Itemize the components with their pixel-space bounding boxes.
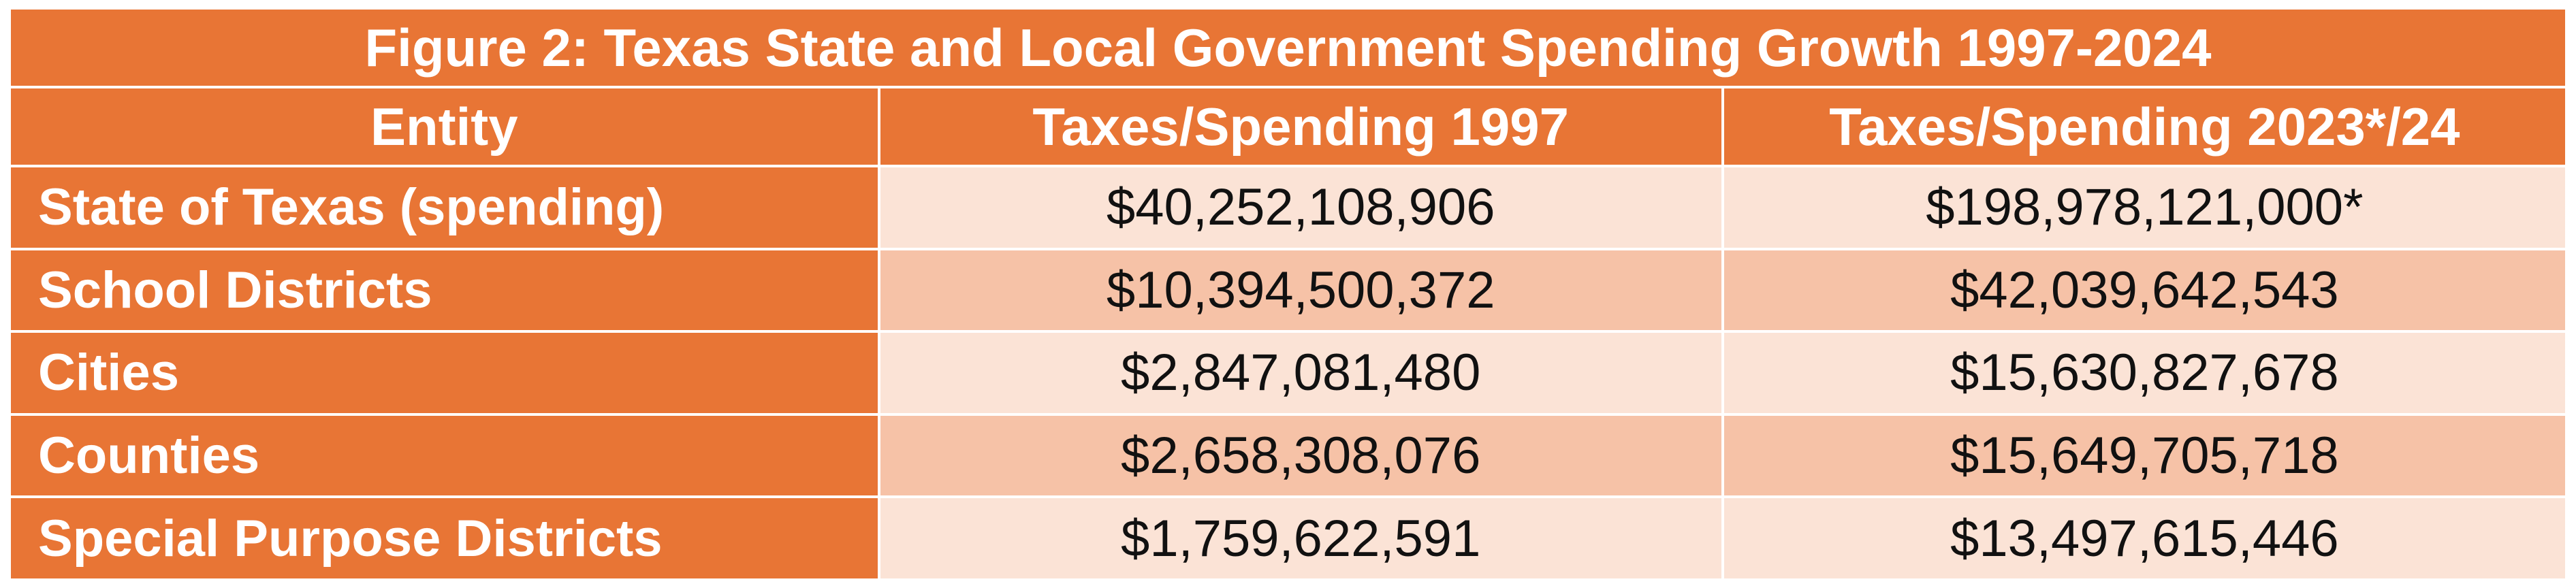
title-row: Figure 2: Texas State and Local Governme… bbox=[11, 10, 2565, 86]
entity-cell: Cities bbox=[11, 333, 878, 413]
column-header-entity: Entity bbox=[11, 88, 878, 165]
entity-cell: State of Texas (spending) bbox=[11, 167, 878, 248]
column-header-1997: Taxes/Spending 1997 bbox=[880, 88, 1721, 165]
value-2024-cell: $15,649,705,718 bbox=[1723, 415, 2565, 496]
entity-cell: Counties bbox=[11, 415, 878, 496]
entity-cell: Special Purpose Districts bbox=[11, 498, 878, 578]
value-1997-cell: $40,252,108,906 bbox=[880, 167, 1721, 248]
table-row: Counties $2,658,308,076 $15,649,705,718 bbox=[11, 415, 2565, 496]
column-header-2024: Taxes/Spending 2023*/24 bbox=[1723, 88, 2565, 165]
value-2024-cell: $15,630,827,678 bbox=[1723, 333, 2565, 413]
spending-growth-table: Figure 2: Texas State and Local Governme… bbox=[8, 7, 2568, 581]
value-1997-cell: $1,759,622,591 bbox=[880, 498, 1721, 578]
table-row: Cities $2,847,081,480 $15,630,827,678 bbox=[11, 333, 2565, 413]
value-2024-cell: $13,497,615,446 bbox=[1723, 498, 2565, 578]
table-row: School Districts $10,394,500,372 $42,039… bbox=[11, 250, 2565, 331]
value-1997-cell: $10,394,500,372 bbox=[880, 250, 1721, 331]
header-row: Entity Taxes/Spending 1997 Taxes/Spendin… bbox=[11, 88, 2565, 165]
entity-cell: School Districts bbox=[11, 250, 878, 331]
value-2024-cell: $198,978,121,000* bbox=[1723, 167, 2565, 248]
value-2024-cell: $42,039,642,543 bbox=[1723, 250, 2565, 331]
table-row: Special Purpose Districts $1,759,622,591… bbox=[11, 498, 2565, 578]
value-1997-cell: $2,847,081,480 bbox=[880, 333, 1721, 413]
table-title: Figure 2: Texas State and Local Governme… bbox=[11, 10, 2565, 86]
value-1997-cell: $2,658,308,076 bbox=[880, 415, 1721, 496]
table-row: State of Texas (spending) $40,252,108,90… bbox=[11, 167, 2565, 248]
